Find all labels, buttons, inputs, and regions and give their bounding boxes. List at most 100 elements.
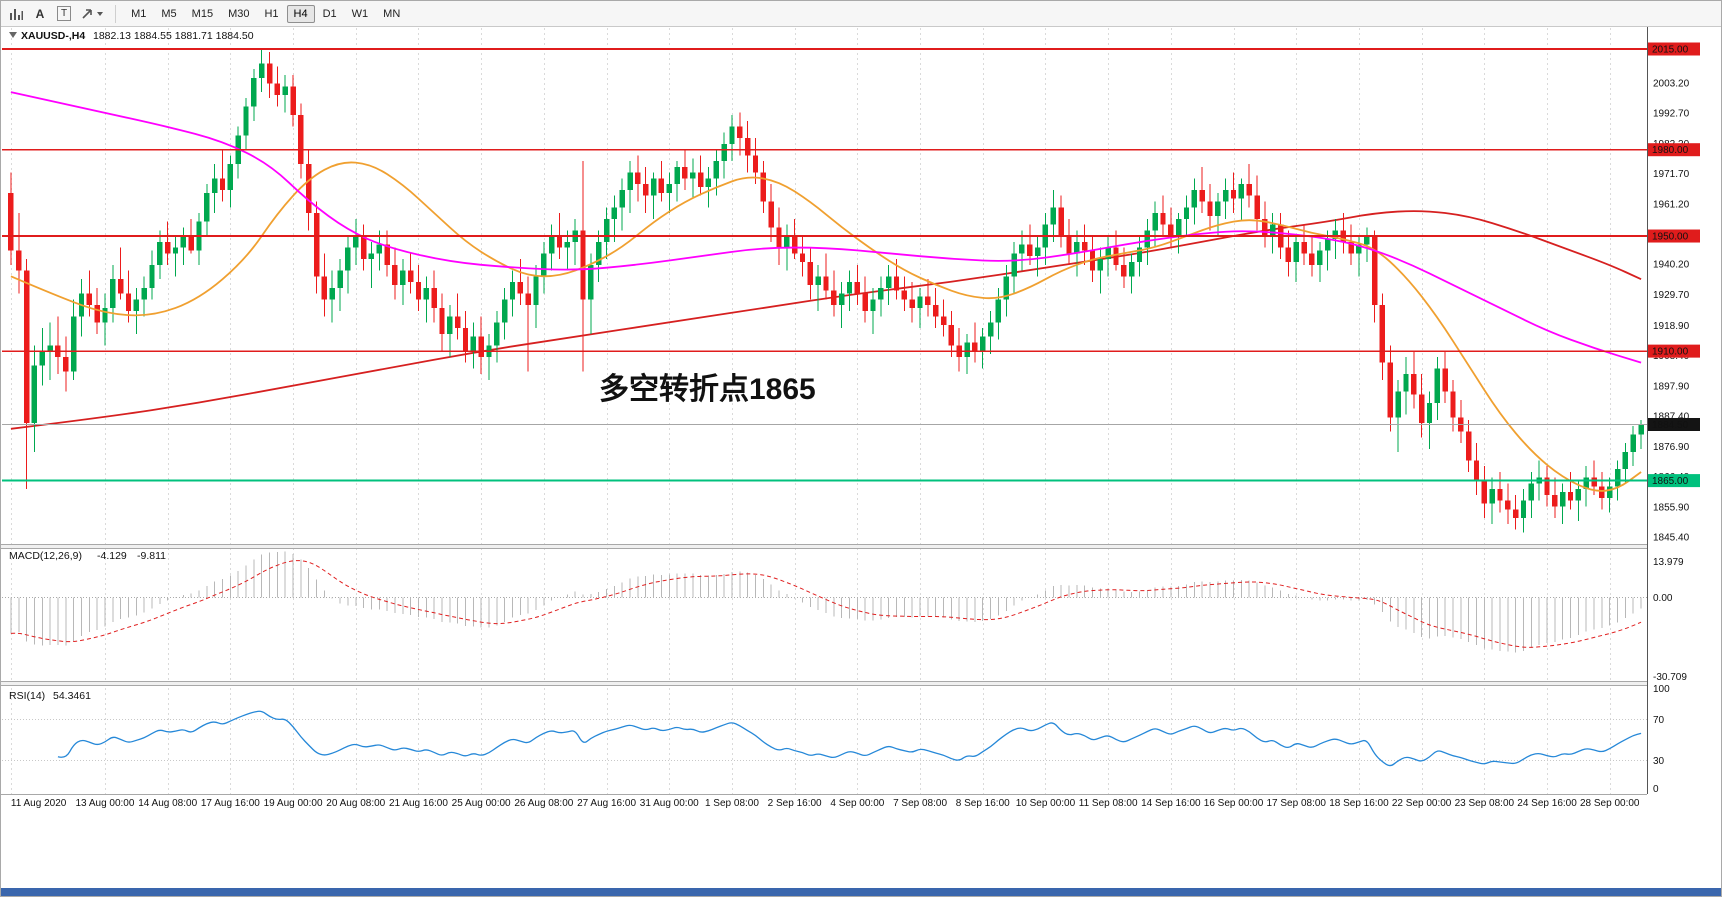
- price-tick: 1992.70: [1653, 109, 1690, 120]
- macd-signal-value: -9.811: [137, 550, 166, 562]
- level-badge-red-label: 1910.00: [1652, 347, 1689, 358]
- annotation-text: 多空转折点1865: [599, 373, 816, 406]
- time-label: 24 Sep 16:00: [1517, 798, 1577, 809]
- time-axis[interactable]: [1, 794, 1722, 824]
- timeframe-d1-button[interactable]: D1: [316, 5, 344, 23]
- moving-average-magenta: [10, 91, 1642, 364]
- candles: [8, 49, 1644, 533]
- ohlc-values: 1882.13 1884.55 1881.71 1884.50: [93, 30, 254, 42]
- moving-average-orange: [10, 161, 1642, 492]
- panel-separator-rsi[interactable]: [1, 681, 1722, 686]
- rsi-axis-label: 100: [1653, 684, 1670, 695]
- price-tick: 1961.20: [1653, 199, 1690, 210]
- level-badge-red-label: 1950.00: [1652, 232, 1689, 243]
- timeframe-m15-button[interactable]: M15: [185, 5, 220, 23]
- time-axis-labels: 11 Aug 2020 13 Aug 00:00 14 Aug 08:00 17 Au…: [11, 798, 1640, 809]
- level-badge-red: [1648, 344, 1700, 358]
- time-label: 22 Sep 00:00: [1392, 798, 1452, 809]
- level-badge-red: [1648, 143, 1700, 157]
- macd-panel-area[interactable]: [1, 549, 1647, 681]
- time-label: 21 Aug 16:00: [389, 798, 448, 809]
- rsi-value: 54.3461: [53, 690, 91, 702]
- price-tick: 1971.70: [1653, 169, 1690, 180]
- symbol-dropdown-icon[interactable]: [9, 32, 17, 38]
- cursor-a-button[interactable]: A: [29, 4, 51, 24]
- time-label: 23 Sep 08:00: [1455, 798, 1515, 809]
- level-badge-green-label: 1865.00: [1652, 476, 1689, 487]
- chart-background: [1, 27, 1721, 896]
- macd-indicator-label: MACD(12,26,9): [9, 550, 82, 562]
- time-label: 8 Sep 16:00: [956, 798, 1010, 809]
- timeframe-h1-button[interactable]: H1: [257, 5, 285, 23]
- charts-tool-button[interactable]: [5, 4, 27, 24]
- time-label: 19 Aug 00:00: [264, 798, 323, 809]
- timeframe-m1-button[interactable]: M1: [124, 5, 153, 23]
- arrow-up-right-icon: [82, 8, 92, 19]
- timeframe-h4-button[interactable]: H4: [286, 4, 315, 23]
- price-axis-background: [1647, 27, 1721, 888]
- time-label: 1 Sep 08:00: [705, 798, 759, 809]
- time-label: 2 Sep 16:00: [768, 798, 822, 809]
- time-label: 20 Aug 08:00: [326, 798, 385, 809]
- timeframe-m5-button[interactable]: M5: [154, 5, 183, 23]
- level-badge-red-label: 1980.00: [1652, 145, 1689, 156]
- chart-canvas[interactable]: 多空转折点18652003.201992.701982.201971.70196…: [1, 27, 1722, 897]
- bid-price-badge: [1648, 417, 1700, 431]
- price-tick: 1940.20: [1653, 260, 1690, 271]
- time-label: 28 Sep 00:00: [1580, 798, 1640, 809]
- level-badge-red-label: 2015.00: [1652, 45, 1689, 56]
- timeframe-mn-button[interactable]: MN: [376, 5, 407, 23]
- time-label: 27 Aug 16:00: [577, 798, 636, 809]
- rsi-panel-area[interactable]: [1, 686, 1647, 794]
- time-label: 13 Aug 00:00: [75, 798, 134, 809]
- price-tick: 1876.90: [1653, 442, 1690, 453]
- price-tick: 1845.40: [1653, 533, 1690, 544]
- horizontal-levels: [2, 48, 1647, 482]
- caret-down-icon: [97, 11, 104, 16]
- time-label: 25 Aug 00:00: [452, 798, 511, 809]
- panel-separator-macd[interactable]: [1, 544, 1722, 549]
- time-label: 14 Aug 08:00: [138, 798, 197, 809]
- timeframe-w1-button[interactable]: W1: [345, 5, 376, 23]
- price-axis[interactable]: [1647, 27, 1722, 794]
- rsi-axis-label: 30: [1653, 756, 1665, 767]
- level-badge-green: [1648, 474, 1700, 488]
- symbol-title: XAUUSD-,H4: [21, 30, 85, 42]
- time-label: 7 Sep 08:00: [893, 798, 947, 809]
- toolbar: A T M1 M5 M15 M30 H1 H4 D1 W1 MN: [1, 1, 1721, 27]
- macd-main-value: -4.129: [97, 550, 127, 562]
- bid-price-badge-label: 1884.50: [1652, 420, 1689, 431]
- main-chart-area[interactable]: [1, 27, 1647, 544]
- price-tick: 1929.70: [1653, 290, 1690, 301]
- macd-histogram: [10, 551, 1642, 653]
- rsi-axis-label: 0: [1653, 784, 1659, 795]
- timeframe-m30-button[interactable]: M30: [221, 5, 256, 23]
- price-tick: 2003.20: [1653, 78, 1690, 89]
- time-label: 10 Sep 00:00: [1016, 798, 1076, 809]
- toolbar-separator: [115, 4, 117, 23]
- macd-axis-max: 13.979: [1653, 557, 1684, 568]
- macd-axis-min: -30.709: [1653, 672, 1687, 683]
- moving-average-red: [10, 210, 1642, 430]
- time-label: 18 Sep 16:00: [1329, 798, 1389, 809]
- chart-bars-icon: [10, 8, 23, 20]
- level-badge-red: [1648, 229, 1700, 243]
- bottom-strip: [1, 888, 1721, 896]
- arrows-dropdown-button[interactable]: [77, 4, 107, 24]
- timeframe-group: M1 M5 M15 M30 H1 H4 D1 W1 MN: [124, 4, 407, 23]
- level-badge-red: [1648, 42, 1700, 56]
- time-label: 11 Sep 08:00: [1079, 798, 1138, 809]
- rsi-indicator-label: RSI(14): [9, 690, 45, 702]
- macd-axis-zero: 0.00: [1653, 593, 1673, 604]
- price-tick: 1887.40: [1653, 412, 1690, 423]
- text-tool-label: T: [57, 6, 72, 21]
- macd-signal-line: [10, 560, 1642, 648]
- text-tool-button[interactable]: T: [53, 4, 75, 24]
- time-label: 16 Sep 00:00: [1204, 798, 1264, 809]
- time-label: 31 Aug 00:00: [640, 798, 699, 809]
- time-label: 17 Sep 08:00: [1266, 798, 1326, 809]
- price-tick: 1897.90: [1653, 381, 1690, 392]
- time-label: 26 Aug 08:00: [514, 798, 573, 809]
- time-label: 14 Sep 16:00: [1141, 798, 1201, 809]
